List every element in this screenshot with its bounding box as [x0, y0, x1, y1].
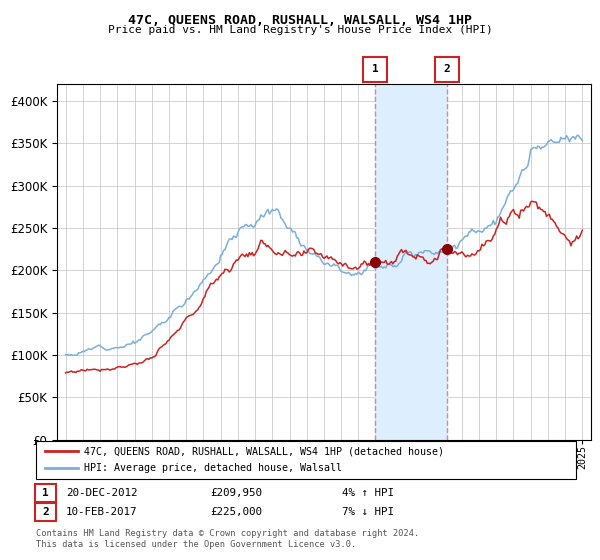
Text: 47C, QUEENS ROAD, RUSHALL, WALSALL, WS4 1HP: 47C, QUEENS ROAD, RUSHALL, WALSALL, WS4 … [128, 14, 472, 27]
Text: 2: 2 [443, 64, 450, 74]
Text: £225,000: £225,000 [210, 507, 262, 517]
Text: 1: 1 [42, 488, 49, 498]
Text: 4% ↑ HPI: 4% ↑ HPI [342, 488, 394, 498]
Text: 1: 1 [372, 64, 379, 74]
Text: Contains HM Land Registry data © Crown copyright and database right 2024.
This d: Contains HM Land Registry data © Crown c… [36, 529, 419, 549]
Bar [375, 84, 446, 440]
Text: 47C, QUEENS ROAD, RUSHALL, WALSALL, WS4 1HP (detached house): 47C, QUEENS ROAD, RUSHALL, WALSALL, WS4 … [84, 446, 444, 456]
Text: 2: 2 [42, 507, 49, 517]
Text: 7% ↓ HPI: 7% ↓ HPI [342, 507, 394, 517]
Text: HPI: Average price, detached house, Walsall: HPI: Average price, detached house, Wals… [84, 463, 342, 473]
Text: 20-DEC-2012: 20-DEC-2012 [66, 488, 137, 498]
Text: Price paid vs. HM Land Registry's House Price Index (HPI): Price paid vs. HM Land Registry's House … [107, 25, 493, 35]
Text: 10-FEB-2017: 10-FEB-2017 [66, 507, 137, 517]
Text: £209,950: £209,950 [210, 488, 262, 498]
